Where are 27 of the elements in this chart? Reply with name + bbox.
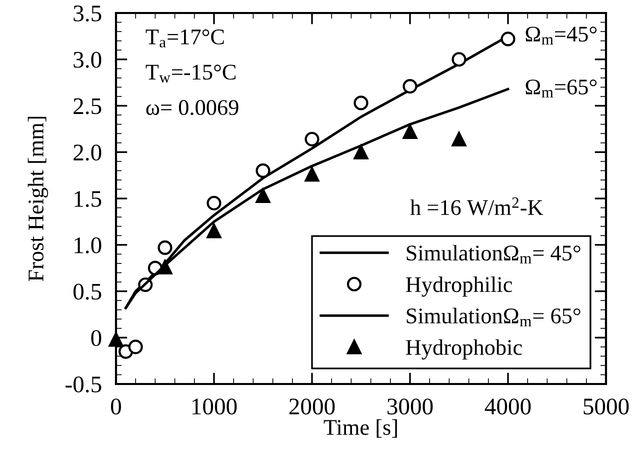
x-tick-label: 4000 <box>484 398 531 415</box>
y-tick-label: 0.5 <box>73 284 102 300</box>
x-tick-label: 0 <box>110 398 122 415</box>
y-tick-label: 0 <box>91 330 102 346</box>
y-tick-label: 2.0 <box>74 144 102 161</box>
y-tick-label: 2.5 <box>74 98 102 114</box>
y-tick-label: 1.0 <box>74 237 102 254</box>
y-tick-label: 3.0 <box>74 52 102 68</box>
annotation: Ω$_{m}$=45° <box>526 26 597 44</box>
y-tick-label: 1.5 <box>74 191 102 208</box>
y-axis-title: Frost Height [mm] <box>28 116 48 282</box>
y-tick-label: 3.5 <box>74 6 102 22</box>
legend-label: Hydrophilic <box>406 276 512 297</box>
y-tick-label: -0.5 <box>66 376 102 393</box>
x-tick-label: 5000 <box>584 398 629 415</box>
x-tick-label: 2000 <box>289 398 335 415</box>
annotation: ω= 0.0069 <box>146 100 238 116</box>
annotation: h =16 W/m$^{2}$-K <box>410 197 544 216</box>
legend-label: Hydrophobic <box>406 339 522 360</box>
annotation: T$_{a}$=17°C <box>146 29 224 48</box>
x-tick-label: 1000 <box>192 398 237 415</box>
x-axis-title: Time [s] <box>324 419 397 438</box>
annotation: T$_{w}$=-15°C <box>146 64 236 83</box>
legend-label: SimulationΩ$_{m}$= 45° <box>406 244 580 264</box>
x-tick-label: 3000 <box>388 398 433 415</box>
legend-label: SimulationΩ$_{m}$= 65° <box>406 308 580 326</box>
annotation: Ω$_{m}$=65° <box>526 80 597 98</box>
